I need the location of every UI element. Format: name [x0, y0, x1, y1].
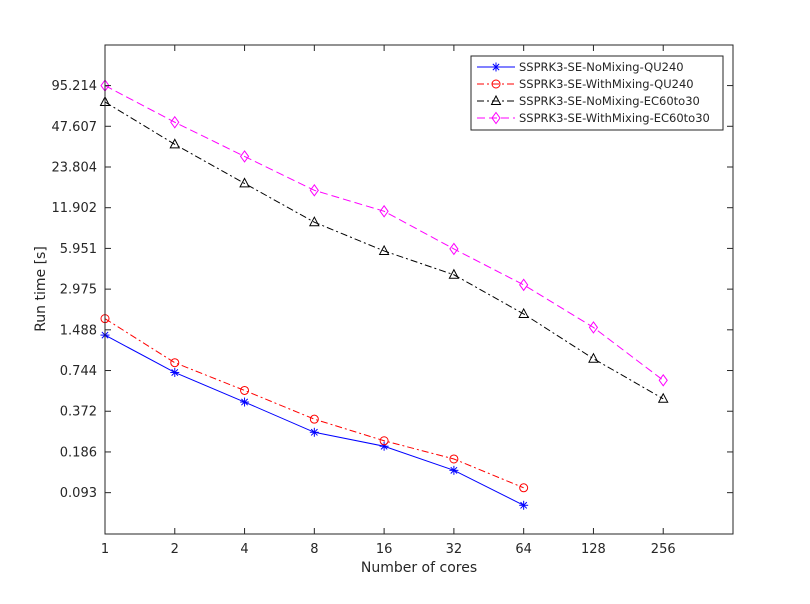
data-point-diamond — [379, 204, 389, 218]
y-tick-label: 0.372 — [60, 405, 97, 420]
y-tick-label: 11.902 — [52, 201, 98, 216]
data-point-diamond — [588, 321, 599, 334]
y-tick-label: 95.214 — [52, 79, 98, 94]
y-tick-label: 5.951 — [60, 242, 97, 257]
y-tick-label: 1.488 — [60, 323, 97, 338]
y-tick-label: 47.607 — [52, 120, 98, 135]
data-point-triangle — [309, 216, 320, 227]
data-point-circle — [379, 436, 389, 446]
series-line — [104, 318, 524, 489]
x-tick-label: 2 — [171, 542, 179, 557]
legend-label: SSPRK3-SE-NoMixing-EC60to30 — [519, 94, 700, 108]
data-point-circle — [449, 454, 459, 464]
x-tick-label: 32 — [446, 542, 463, 557]
data-point-circle — [491, 79, 501, 89]
legend-entry: SSPRK3-SE-WithMixing-EC60to30 — [477, 111, 710, 125]
x-tick-label: 128 — [581, 542, 606, 557]
x-tick-label: 256 — [651, 542, 676, 557]
data-point-triangle — [169, 138, 181, 149]
y-axis-label: Run time [s] — [33, 246, 49, 332]
x-tick-label: 1 — [101, 542, 109, 557]
y-tick-label: 0.744 — [60, 364, 97, 379]
data-point-triangle — [657, 392, 669, 403]
legend-entry: SSPRK3-SE-NoMixing-QU240 — [477, 60, 684, 74]
data-point-triangle — [588, 352, 599, 363]
data-point-diamond — [449, 242, 459, 256]
x-axis: 1 2 4 8 16 32 64 128 256 — [101, 45, 676, 557]
data-point-asterisk — [309, 427, 319, 437]
data-point-circle — [240, 385, 250, 395]
data-point-diamond — [239, 150, 250, 163]
legend-entry: SSPRK3-SE-NoMixing-EC60to30 — [477, 94, 700, 108]
legend-label: SSPRK3-SE-WithMixing-QU240 — [519, 77, 694, 91]
data-point-diamond — [309, 183, 319, 197]
data-point-triangle — [518, 307, 529, 318]
x-tick-label: 8 — [310, 542, 318, 557]
y-tick-label: 0.093 — [60, 486, 97, 501]
series-layer — [99, 79, 669, 510]
data-point-diamond — [658, 373, 668, 387]
data-point-diamond — [170, 115, 180, 129]
x-tick-label: 64 — [515, 542, 532, 557]
x-axis-label: Number of cores — [361, 560, 477, 576]
series-line — [104, 85, 664, 381]
data-point-circle — [170, 358, 180, 368]
y-axis: 0.093 0.186 0.372 0.744 1.488 2.975 5.951 11.90… — [52, 79, 733, 501]
data-point-triangle — [239, 177, 250, 188]
y-tick-label: 2.975 — [60, 283, 97, 298]
data-point-asterisk — [449, 465, 459, 475]
data-point-triangle — [490, 94, 502, 105]
data-point-triangle — [448, 268, 460, 279]
series-line — [104, 101, 664, 400]
data-point-asterisk — [240, 397, 250, 407]
y-tick-label: 0.186 — [60, 445, 97, 460]
series-3 — [99, 95, 669, 403]
data-point-asterisk — [170, 367, 180, 377]
data-point-triangle — [378, 244, 390, 255]
data-point-circle — [309, 414, 319, 424]
data-point-diamond — [491, 111, 501, 125]
x-tick-label: 16 — [376, 542, 393, 557]
x-tick-label: 4 — [240, 542, 248, 557]
legend-entry: SSPRK3-SE-WithMixing-QU240 — [477, 77, 694, 91]
data-point-asterisk — [491, 62, 501, 72]
legend-label: SSPRK3-SE-NoMixing-QU240 — [519, 60, 684, 74]
data-point-circle — [519, 483, 529, 493]
data-point-asterisk — [519, 500, 529, 510]
data-point-diamond — [519, 278, 529, 292]
series-4 — [100, 79, 668, 387]
legend-label: SSPRK3-SE-WithMixing-EC60to30 — [519, 111, 710, 125]
y-tick-label: 23.804 — [52, 160, 98, 175]
legend: SSPRK3-SE-NoMixing-QU240 SSPRK3-SE-WithMi… — [470, 55, 724, 131]
